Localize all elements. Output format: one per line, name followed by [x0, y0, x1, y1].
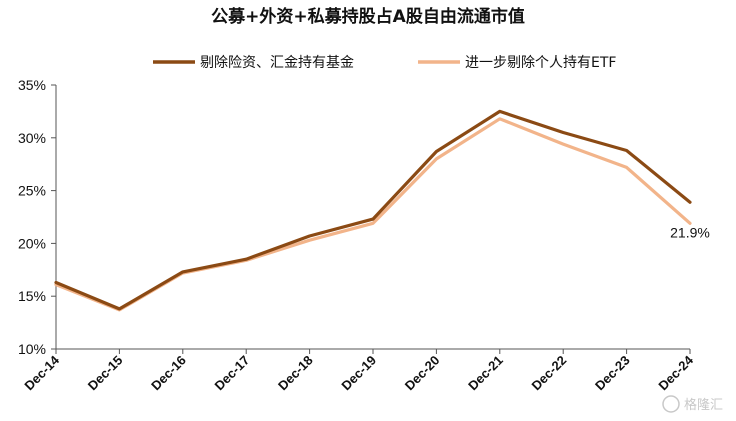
- y-tick-label: 35%: [18, 77, 46, 93]
- x-tick-label: Dec-20: [402, 353, 443, 394]
- y-tick-label: 10%: [18, 341, 46, 357]
- watermark: 格隆汇: [662, 395, 723, 413]
- y-tick-label: 30%: [18, 130, 46, 146]
- x-tick-label: Dec-23: [592, 353, 633, 394]
- x-tick-label: Dec-18: [275, 353, 316, 394]
- legend: 剔除险资、汇金持有基金 进一步剔除个人持有ETF: [153, 54, 616, 71]
- series-line-2: [54, 117, 692, 312]
- x-tick-label: Dec-19: [338, 353, 379, 394]
- x-tick-label: Dec-14: [21, 352, 62, 393]
- y-tick-label: 25%: [18, 183, 46, 199]
- data-label: 21.9%: [670, 224, 710, 240]
- series-line-1: [54, 109, 692, 311]
- y-axis-ticks: 10% 15% 20% 25% 30% 35%: [18, 77, 56, 357]
- data-labels: 21.9%: [670, 224, 710, 240]
- series-lines: [54, 109, 692, 312]
- chart-title: 公募+外资+私募持股占A股自由流通市值: [211, 6, 525, 27]
- watermark-logo-icon: [662, 395, 680, 413]
- x-tick-label: Dec-22: [529, 353, 570, 394]
- x-tick-label: Dec-16: [148, 353, 189, 394]
- y-tick-label: 15%: [18, 288, 46, 304]
- x-tick-label: Dec-15: [85, 353, 126, 394]
- x-axis-ticks: Dec-14 Dec-15 Dec-16 Dec-17 Dec-18 Dec-19 Dec-…: [21, 349, 697, 394]
- x-tick-label: Dec-21: [465, 353, 506, 394]
- legend-label-series-1: 剔除险资、汇金持有基金: [200, 54, 354, 71]
- legend-label-series-2: 进一步剔除个人持有ETF: [465, 55, 616, 71]
- y-tick-label: 20%: [18, 235, 46, 251]
- x-tick-label: Dec-24: [655, 352, 696, 393]
- watermark-text: 格隆汇: [684, 397, 723, 413]
- x-tick-label: Dec-17: [212, 353, 253, 394]
